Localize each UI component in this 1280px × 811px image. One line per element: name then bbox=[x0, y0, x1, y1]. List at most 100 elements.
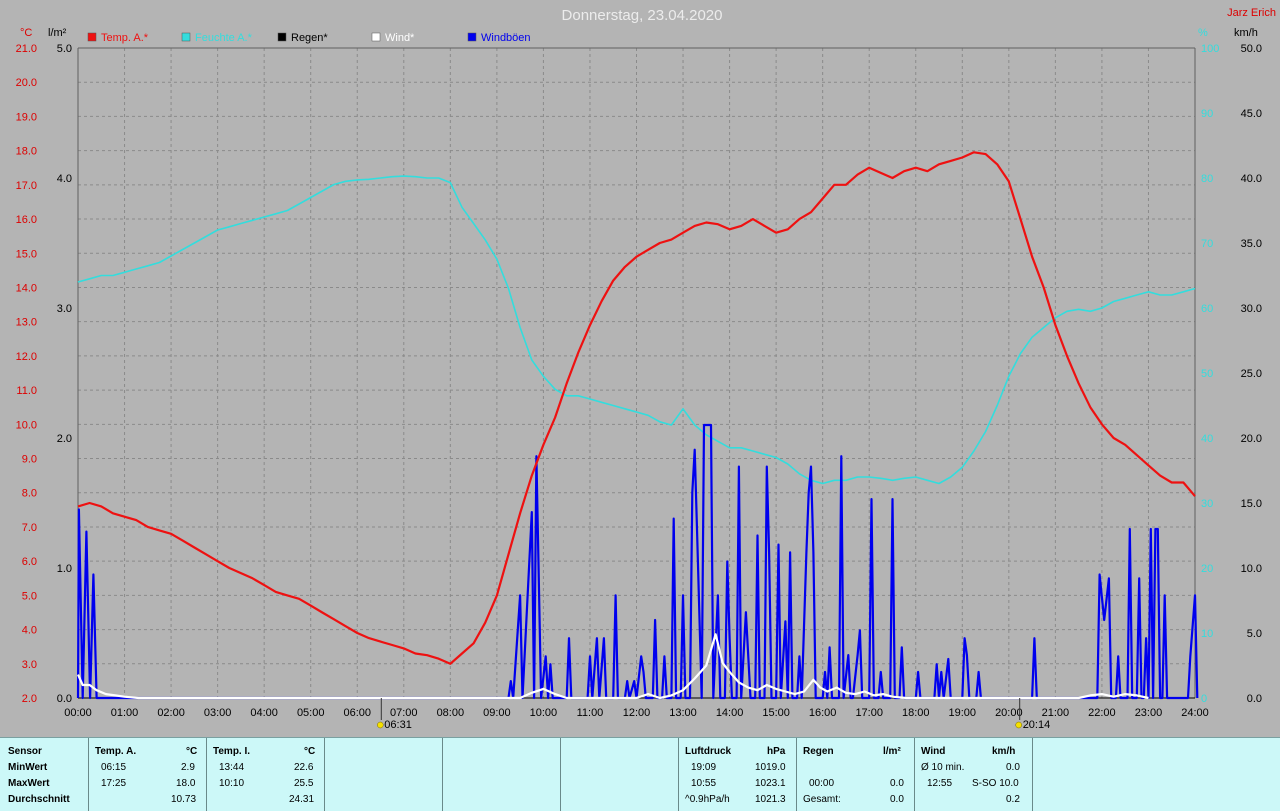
weather-chart: Donnerstag, 23.04.2020 Jarz Erich °C l/m… bbox=[0, 0, 1280, 737]
table-divider bbox=[678, 738, 679, 811]
row-label-avg: Durchschnitt bbox=[8, 794, 70, 805]
legend-swatch bbox=[467, 32, 477, 42]
rain-unit-label: l/m² bbox=[48, 27, 67, 39]
temp-tick-label: 4.0 bbox=[22, 625, 37, 637]
rain-tick-label: 4.0 bbox=[57, 173, 72, 185]
rain-unit: l/m² bbox=[883, 746, 901, 757]
time-tick-label: 21:00 bbox=[1042, 707, 1070, 719]
temp-a-unit: °C bbox=[186, 746, 198, 757]
temp-tick-label: 9.0 bbox=[22, 454, 37, 466]
table-divider bbox=[324, 738, 325, 811]
pressure-max: 1023.1 bbox=[755, 778, 786, 789]
rain-tick-label: 2.0 bbox=[57, 433, 72, 445]
legend-label: Temp. A.* bbox=[101, 32, 149, 44]
series-line-temp-a bbox=[77, 151, 1196, 665]
wind-avg10: 0.0 bbox=[1006, 762, 1020, 773]
time-tick-label: 13:00 bbox=[669, 707, 697, 719]
temp-i-min: 22.6 bbox=[294, 762, 314, 773]
pressure-trend: ^0.9hPa/h bbox=[685, 794, 730, 805]
temp-a-min-time: 06:15 bbox=[101, 762, 127, 773]
temp-i-max: 25.5 bbox=[294, 778, 314, 789]
wind-tick-label: 40.0 bbox=[1241, 173, 1262, 185]
time-tick-label: 19:00 bbox=[949, 707, 977, 719]
table-divider bbox=[88, 738, 89, 811]
temp-tick-label: 17.0 bbox=[16, 180, 37, 192]
wind-max: S-SO 10.0 bbox=[972, 778, 1019, 789]
rain-tick-label: 5.0 bbox=[57, 43, 72, 55]
wind-tick-label: 50.0 bbox=[1241, 43, 1262, 55]
sunrise-time-label: 06:31 bbox=[384, 719, 412, 731]
time-tick-label: 00:00 bbox=[64, 707, 92, 719]
temp-a-max-time: 17:25 bbox=[101, 778, 127, 789]
time-tick-label: 15:00 bbox=[762, 707, 790, 719]
time-tick-label: 05:00 bbox=[297, 707, 325, 719]
table-divider bbox=[796, 738, 797, 811]
temp-tick-label: 8.0 bbox=[22, 488, 37, 500]
wind-tick-label: 35.0 bbox=[1241, 238, 1262, 250]
time-tick-label: 04:00 bbox=[250, 707, 278, 719]
time-tick-label: 18:00 bbox=[902, 707, 930, 719]
table-divider bbox=[442, 738, 443, 811]
axes: 2.0 3.0 4.0 5.0 6.0 7.0 8.0 9.0 10.0 11.0 12.0 13.0… bbox=[16, 43, 1262, 719]
sun-markers: 06:31 20:14 bbox=[377, 698, 1050, 731]
legend-label: Regen* bbox=[291, 32, 328, 44]
chart-background bbox=[0, 0, 1280, 737]
legend-label: Windböen bbox=[481, 32, 531, 44]
temp-tick-label: 2.0 bbox=[22, 693, 37, 705]
legend-label: Wind* bbox=[385, 32, 415, 44]
humidity-tick-label: 0 bbox=[1201, 693, 1207, 705]
author-label: Jarz Erich bbox=[1227, 7, 1276, 19]
humidity-tick-label: 100 bbox=[1201, 43, 1219, 55]
humidity-unit-label: % bbox=[1198, 27, 1208, 39]
humidity-tick-label: 60 bbox=[1201, 303, 1213, 315]
wind-header: Wind bbox=[921, 746, 946, 757]
statistics-table: Sensor MinWert MaxWert Durchschnitt Temp… bbox=[0, 737, 1280, 811]
temp-tick-label: 18.0 bbox=[16, 146, 37, 158]
legend-swatch bbox=[181, 32, 191, 42]
wind-avg: 0.2 bbox=[1006, 794, 1020, 805]
humidity-tick-label: 50 bbox=[1201, 368, 1213, 380]
row-label-max: MaxWert bbox=[8, 778, 50, 789]
wind-tick-label: 45.0 bbox=[1241, 108, 1262, 120]
temp-tick-label: 7.0 bbox=[22, 522, 37, 534]
temp-i-max-time: 10:10 bbox=[219, 778, 245, 789]
rain-total-label: Gesamt: bbox=[803, 794, 841, 805]
temp-tick-label: 13.0 bbox=[16, 317, 37, 329]
legend-swatch bbox=[371, 32, 381, 42]
time-tick-label: 01:00 bbox=[111, 707, 139, 719]
rain-tick-label: 0.0 bbox=[57, 693, 72, 705]
wind-avg10-label: Ø 10 min. bbox=[921, 762, 965, 773]
temp-tick-label: 5.0 bbox=[22, 590, 37, 602]
legend-swatch bbox=[87, 32, 97, 42]
temp-unit-label: °C bbox=[20, 27, 32, 39]
pressure-unit: hPa bbox=[767, 746, 786, 757]
temp-a-min: 2.9 bbox=[181, 762, 195, 773]
humidity-tick-label: 30 bbox=[1201, 498, 1213, 510]
wind-unit: km/h bbox=[992, 746, 1016, 757]
temp-tick-label: 19.0 bbox=[16, 111, 37, 123]
temp-a-header: Temp. A. bbox=[95, 746, 137, 757]
rain-tick-label: 1.0 bbox=[57, 563, 72, 575]
row-label-min: MinWert bbox=[8, 762, 48, 773]
time-tick-label: 08:00 bbox=[437, 707, 465, 719]
temp-tick-label: 3.0 bbox=[22, 659, 37, 671]
time-tick-label: 10:00 bbox=[530, 707, 558, 719]
temp-a-max: 18.0 bbox=[176, 778, 196, 789]
series-line-wind bbox=[76, 633, 1149, 700]
humidity-tick-label: 20 bbox=[1201, 563, 1213, 575]
sunset-time-label: 20:14 bbox=[1023, 719, 1051, 731]
wind-tick-label: 0.0 bbox=[1247, 693, 1262, 705]
wind-tick-label: 20.0 bbox=[1241, 433, 1262, 445]
humidity-tick-label: 10 bbox=[1201, 628, 1213, 640]
temp-a-avg: 10.73 bbox=[171, 794, 197, 805]
pressure-max-time: 10:55 bbox=[691, 778, 717, 789]
series-line-windb-en bbox=[76, 423, 1199, 700]
temp-tick-label: 21.0 bbox=[16, 43, 37, 55]
time-tick-label: 06:00 bbox=[343, 707, 371, 719]
series bbox=[76, 151, 1199, 700]
time-tick-label: 23:00 bbox=[1135, 707, 1163, 719]
temp-tick-label: 12.0 bbox=[16, 351, 37, 363]
time-tick-label: 17:00 bbox=[855, 707, 883, 719]
temp-tick-label: 6.0 bbox=[22, 556, 37, 568]
temp-i-min-time: 13:44 bbox=[219, 762, 245, 773]
